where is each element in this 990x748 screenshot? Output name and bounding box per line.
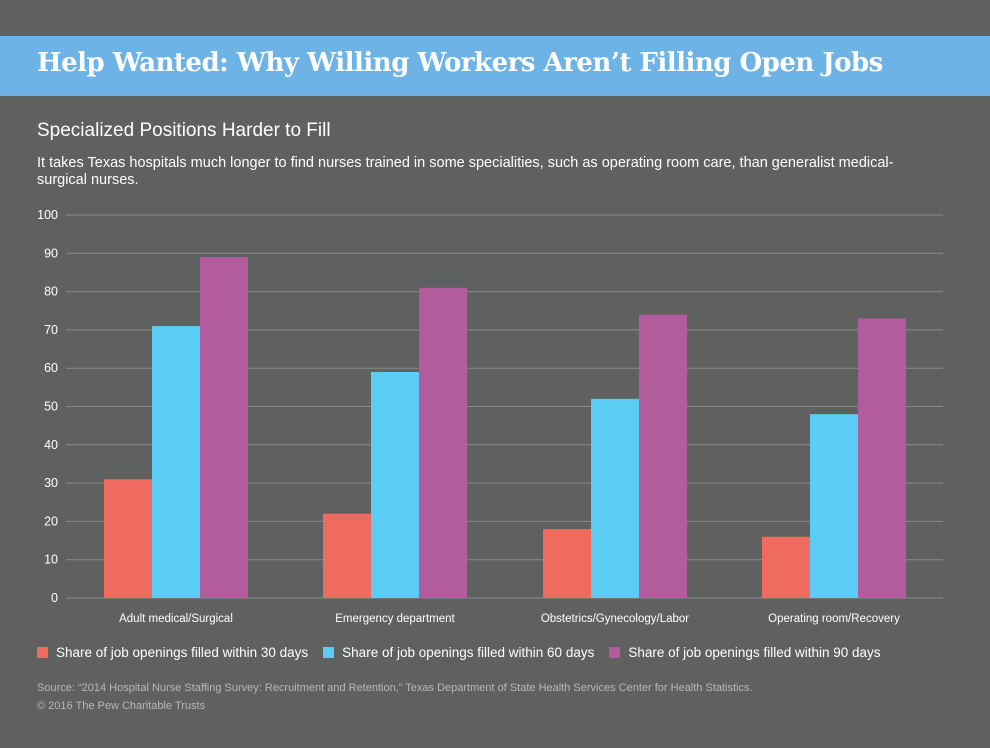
legend-label-90-days: Share of job openings filled within 90 d… <box>628 645 881 660</box>
chart-legend: Share of job openings filled within 30 d… <box>37 645 896 660</box>
legend-swatch-30-days <box>37 647 48 658</box>
y-tick-label-60: 60 <box>44 361 58 375</box>
y-tick-label-20: 20 <box>44 514 58 528</box>
bar-chart: 0 10 20 30 40 50 60 70 80 90 100 Adult medical/Surg… <box>37 208 943 625</box>
bar-1-series-3 <box>200 257 248 598</box>
legend-swatch-90-days <box>609 647 621 658</box>
bar-4-series-1 <box>762 536 810 598</box>
source-note: Source: “2014 Hospital Nurse Staffing Su… <box>37 682 753 694</box>
x-tick-label-1: Adult medical/Surgical <box>119 613 233 625</box>
y-tick-label-40: 40 <box>44 438 58 452</box>
legend-label-60-days: Share of job openings filled within 60 d… <box>342 645 595 660</box>
x-tick-label-2: Emergency department <box>335 613 455 625</box>
chart-description: It takes Texas hospitals much longer to … <box>37 155 894 188</box>
copyright-note: © 2016 The Pew Charitable Trusts <box>37 700 206 712</box>
bar-4-series-2 <box>810 414 858 598</box>
bar-3-series-2 <box>591 398 639 598</box>
y-tick-label-50: 50 <box>44 400 58 414</box>
x-tick-label-3: Obstetrics/Gynecology/Labor <box>541 613 689 625</box>
y-tick-label-70: 70 <box>44 323 58 337</box>
bar-3-series-1 <box>543 529 591 598</box>
legend-label-30-days: Share of job openings filled within 30 d… <box>56 645 309 660</box>
y-tick-label-100: 100 <box>37 208 58 222</box>
chart-subtitle: Specialized Positions Harder to Fill <box>37 120 331 141</box>
bar-3-series-3 <box>639 314 687 598</box>
legend-item-30-days: Share of job openings filled within 30 d… <box>37 645 308 660</box>
x-tick-label-4: Operating room/Recovery <box>768 613 900 625</box>
page-title: Help Wanted: Why Willing Workers Aren’t … <box>37 48 883 78</box>
legend-swatch-60-days <box>323 647 335 658</box>
bar-4-series-3 <box>858 318 906 598</box>
bar-1-series-1 <box>104 479 152 598</box>
legend-item-90-days: Share of job openings filled within 90 d… <box>609 645 881 660</box>
bar-2-series-1 <box>323 513 371 598</box>
y-tick-label-0: 0 <box>51 591 58 605</box>
bar-1-series-2 <box>152 326 200 598</box>
y-tick-label-10: 10 <box>44 553 58 567</box>
title-banner: Help Wanted: Why Willing Workers Aren’t … <box>0 36 990 96</box>
y-tick-label-30: 30 <box>44 476 58 490</box>
y-tick-label-80: 80 <box>44 285 58 299</box>
y-tick-label-90: 90 <box>44 246 58 260</box>
bar-2-series-3 <box>419 287 467 598</box>
bar-2-series-2 <box>371 372 419 598</box>
legend-item-60-days: Share of job openings filled within 60 d… <box>323 645 594 660</box>
